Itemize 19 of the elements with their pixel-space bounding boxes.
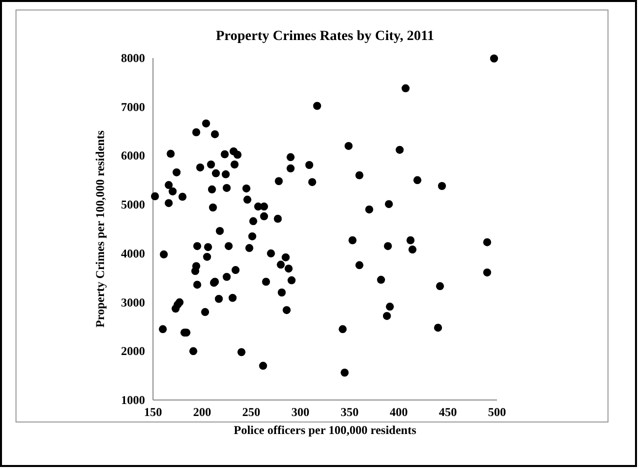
- x-tick-label: 500: [488, 405, 506, 419]
- y-tick-label: 5000: [121, 198, 145, 212]
- x-tick-label: 300: [291, 405, 310, 419]
- x-tick-label: 450: [438, 405, 457, 419]
- y-tick-label: 6000: [121, 148, 145, 163]
- x-tick-label: 250: [242, 405, 260, 419]
- x-tick-label: 200: [193, 405, 212, 419]
- y-axis-title: Property Crimes per 100,000 residents: [93, 130, 107, 328]
- x-tick-label: 400: [390, 405, 408, 419]
- x-axis-title: Police officers per 100,000 residents: [234, 423, 417, 437]
- y-tick-label: 1000: [121, 393, 145, 407]
- y-tick-label: 7000: [121, 100, 145, 114]
- x-tick-label: 150: [144, 405, 162, 419]
- x-tick-label: 350: [340, 405, 359, 419]
- y-tick-label: 4000: [121, 246, 145, 260]
- y-tick-label: 3000: [121, 295, 145, 310]
- y-tick-label: 8000: [121, 51, 145, 65]
- chart-title: Property Crimes Rates by City, 2011: [216, 29, 434, 44]
- y-tick-label: 2000: [121, 344, 145, 358]
